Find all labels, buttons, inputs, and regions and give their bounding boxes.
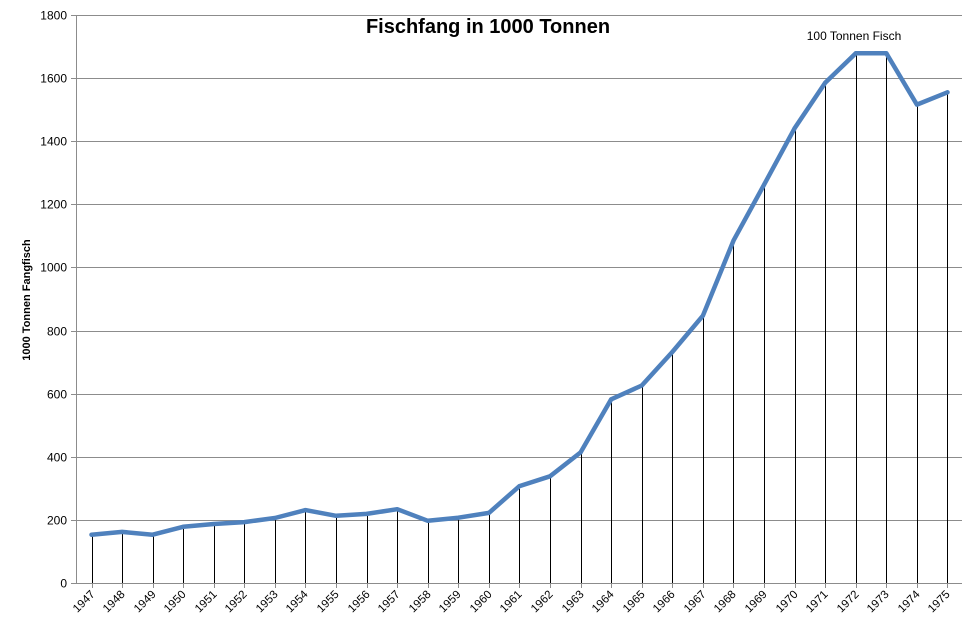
y-tick-label: 0 (60, 577, 67, 591)
axes (71, 15, 962, 588)
y-tick-label: 800 (47, 325, 67, 339)
y-axis-label: 1000 Tonnen Fangfisch (21, 239, 33, 361)
y-tick-label: 1200 (40, 198, 67, 212)
data-point (762, 182, 766, 187)
data-point (517, 484, 522, 489)
series-layer (89, 50, 950, 537)
chart-title: Fischfang in 1000 Tonnen (366, 16, 610, 38)
data-point (211, 522, 216, 526)
y-tick-label: 1600 (40, 72, 67, 86)
data-point (120, 529, 125, 534)
y-tick-label: 400 (47, 451, 67, 465)
data-point (425, 518, 430, 523)
y-tick-label: 200 (47, 514, 67, 528)
y-tick-label: 1800 (40, 9, 67, 23)
y-tick-label: 1400 (40, 135, 67, 149)
data-point (364, 511, 369, 516)
y-tick-label: 600 (47, 388, 67, 402)
data-point (242, 520, 247, 525)
data-point (150, 532, 155, 537)
data-point (945, 90, 950, 95)
data-point (609, 397, 614, 402)
data-point (456, 515, 461, 520)
data-point (914, 102, 919, 107)
data-point (700, 313, 705, 318)
data-point (89, 532, 94, 537)
data-point (884, 51, 889, 56)
drop-lines (92, 53, 948, 583)
data-point (578, 450, 583, 455)
data-point (670, 350, 675, 354)
data-point (395, 507, 400, 512)
data-point (731, 238, 736, 243)
y-tick-label: 1000 (40, 261, 67, 275)
data-point (823, 80, 828, 85)
data-point (639, 383, 644, 388)
gridlines (76, 15, 962, 521)
peak-annotation: 100 Tonnen Fisch (807, 29, 902, 43)
data-point (486, 510, 491, 515)
y-tick-labels: 0 200 400 600 800 1000 1200 1400 1600 1800 (40, 9, 67, 591)
data-point (853, 51, 858, 56)
data-point (303, 508, 308, 513)
data-point (548, 474, 552, 479)
data-point (181, 524, 186, 529)
data-point (272, 516, 277, 520)
data-point (792, 126, 797, 131)
data-point (334, 513, 339, 518)
